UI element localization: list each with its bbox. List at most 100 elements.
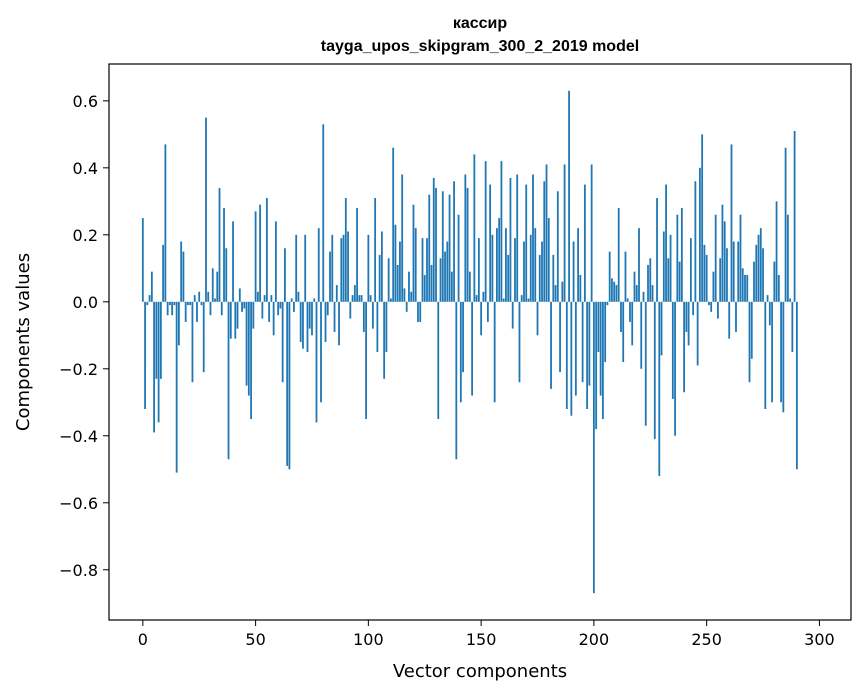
bar-249 (703, 244, 706, 302)
bar-164 (511, 301, 514, 329)
bar-86 (335, 285, 338, 302)
bar-54 (263, 295, 266, 302)
bar-141 (459, 301, 462, 403)
bar-47 (247, 301, 250, 396)
bar-213 (622, 301, 625, 363)
bar-228 (656, 197, 658, 302)
bar-139 (455, 301, 458, 460)
bar-15 (175, 301, 178, 473)
x-tick-label: 50 (245, 630, 265, 649)
bar-56 (268, 301, 271, 322)
bar-190 (570, 301, 573, 416)
x-tick-label: 200 (579, 630, 610, 649)
bar-191 (572, 241, 575, 302)
bar-143 (464, 174, 467, 302)
bar-186 (561, 281, 564, 302)
bar-58 (272, 301, 275, 336)
bar-242 (687, 301, 690, 346)
bar-193 (577, 228, 579, 302)
bar-203 (599, 301, 602, 396)
bar-133 (441, 191, 444, 302)
bar-60 (277, 301, 280, 316)
bar-279 (771, 301, 773, 403)
bar-183 (554, 285, 557, 302)
bar-116 (403, 288, 406, 302)
bar-35 (220, 301, 223, 316)
bar-152 (484, 161, 487, 302)
bar-285 (784, 147, 787, 302)
bar-201 (595, 301, 598, 430)
bar-128 (430, 264, 433, 302)
bar-9 (162, 244, 165, 302)
bar-210 (615, 285, 618, 302)
bar-52 (259, 204, 261, 302)
bar-115 (401, 174, 404, 302)
bar-118 (408, 271, 410, 302)
bar-263 (735, 301, 737, 332)
bar-series (141, 90, 798, 594)
bar-85 (333, 301, 336, 332)
bar-225 (649, 258, 652, 302)
bar-73 (306, 301, 309, 353)
bar-65 (288, 301, 291, 470)
bar-26 (200, 301, 203, 306)
bar-187 (563, 164, 566, 302)
bar-270 (750, 301, 753, 359)
bar-154 (489, 184, 492, 302)
bar-13 (171, 301, 174, 316)
bar-50 (254, 211, 257, 302)
bar-117 (405, 301, 408, 312)
bar-96 (358, 295, 361, 302)
bar-146 (471, 301, 473, 396)
bar-218 (633, 271, 636, 302)
bar-206 (606, 301, 609, 306)
bar-170 (525, 184, 528, 302)
bar-123 (419, 301, 422, 322)
bar-137 (450, 271, 453, 302)
bar-31 (211, 268, 214, 302)
bar-11 (166, 301, 169, 316)
bar-49 (252, 301, 255, 329)
bar-274 (759, 228, 762, 302)
bar-90 (344, 197, 347, 302)
bar-14 (173, 301, 176, 306)
bar-145 (468, 271, 471, 302)
bar-18 (182, 251, 185, 302)
bar-72 (304, 234, 307, 302)
bar-192 (574, 301, 577, 396)
bar-134 (444, 251, 446, 302)
bar-150 (480, 301, 483, 336)
bar-45 (243, 301, 246, 309)
bar-223 (644, 301, 647, 426)
bar-224 (647, 264, 649, 302)
bar-102 (371, 301, 374, 329)
bar-237 (676, 214, 679, 302)
bar-53 (261, 301, 264, 319)
bar-157 (496, 228, 498, 302)
bar-82 (326, 301, 329, 316)
bar-3 (148, 295, 151, 302)
bar-142 (462, 301, 464, 373)
bar-255 (717, 301, 719, 319)
bar-131 (437, 301, 440, 420)
bar-167 (518, 301, 521, 383)
bar-260 (728, 301, 731, 339)
bar-250 (705, 254, 708, 302)
bar-240 (683, 301, 685, 393)
bar-27 (202, 301, 205, 373)
bar-87 (338, 301, 340, 346)
bar-136 (448, 194, 451, 302)
bar-185 (559, 301, 561, 373)
bar-281 (775, 201, 778, 302)
bar-125 (423, 275, 426, 302)
chart-title: кассир (453, 15, 508, 32)
y-tick-label: 0.2 (73, 226, 98, 245)
bar-59 (274, 221, 277, 302)
bar-38 (227, 301, 230, 460)
bar-165 (514, 238, 516, 302)
bar-202 (597, 301, 600, 353)
y-tick-label: −0.4 (59, 427, 98, 446)
x-tick-label: 0 (138, 630, 148, 649)
bar-197 (586, 301, 589, 409)
bar-220 (638, 228, 640, 302)
